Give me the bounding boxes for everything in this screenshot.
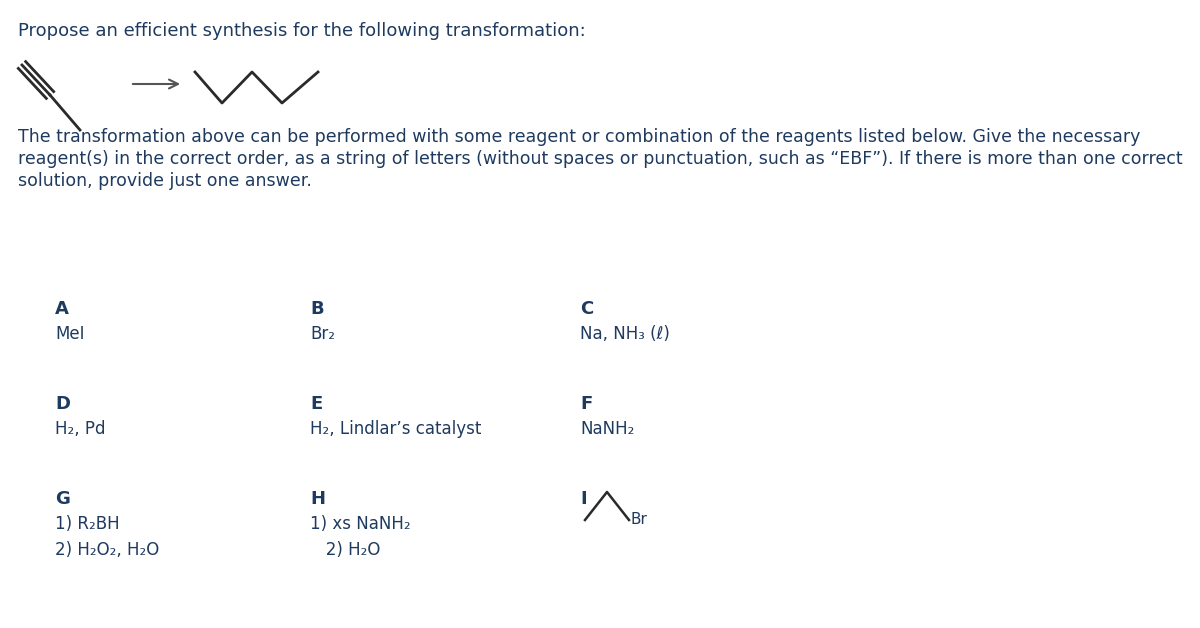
Text: H₂, Pd: H₂, Pd — [55, 420, 106, 438]
Text: NaNH₂: NaNH₂ — [580, 420, 635, 438]
Text: MeI: MeI — [55, 325, 84, 343]
Text: H₂, Lindlar’s catalyst: H₂, Lindlar’s catalyst — [310, 420, 481, 438]
Text: D: D — [55, 395, 70, 413]
Text: H: H — [310, 490, 325, 508]
Text: Br: Br — [631, 512, 648, 528]
Text: E: E — [310, 395, 323, 413]
Text: Br₂: Br₂ — [310, 325, 335, 343]
Text: C: C — [580, 300, 593, 318]
Text: 1) R₂BH
2) H₂O₂, H₂O: 1) R₂BH 2) H₂O₂, H₂O — [55, 515, 160, 560]
Text: Na, NH₃ (ℓ): Na, NH₃ (ℓ) — [580, 325, 670, 343]
Text: F: F — [580, 395, 593, 413]
Text: The transformation above can be performed with some reagent or combination of th: The transformation above can be performe… — [18, 128, 1140, 146]
Text: reagent(s) in the correct order, as a string of letters (without spaces or punct: reagent(s) in the correct order, as a st… — [18, 150, 1183, 168]
Text: 1) xs NaNH₂
   2) H₂O: 1) xs NaNH₂ 2) H₂O — [310, 515, 410, 560]
Text: G: G — [55, 490, 70, 508]
Text: B: B — [310, 300, 324, 318]
Text: Propose an efficient synthesis for the following transformation:: Propose an efficient synthesis for the f… — [18, 22, 586, 40]
Text: solution, provide just one answer.: solution, provide just one answer. — [18, 172, 312, 190]
Text: I: I — [580, 490, 587, 508]
Text: A: A — [55, 300, 68, 318]
